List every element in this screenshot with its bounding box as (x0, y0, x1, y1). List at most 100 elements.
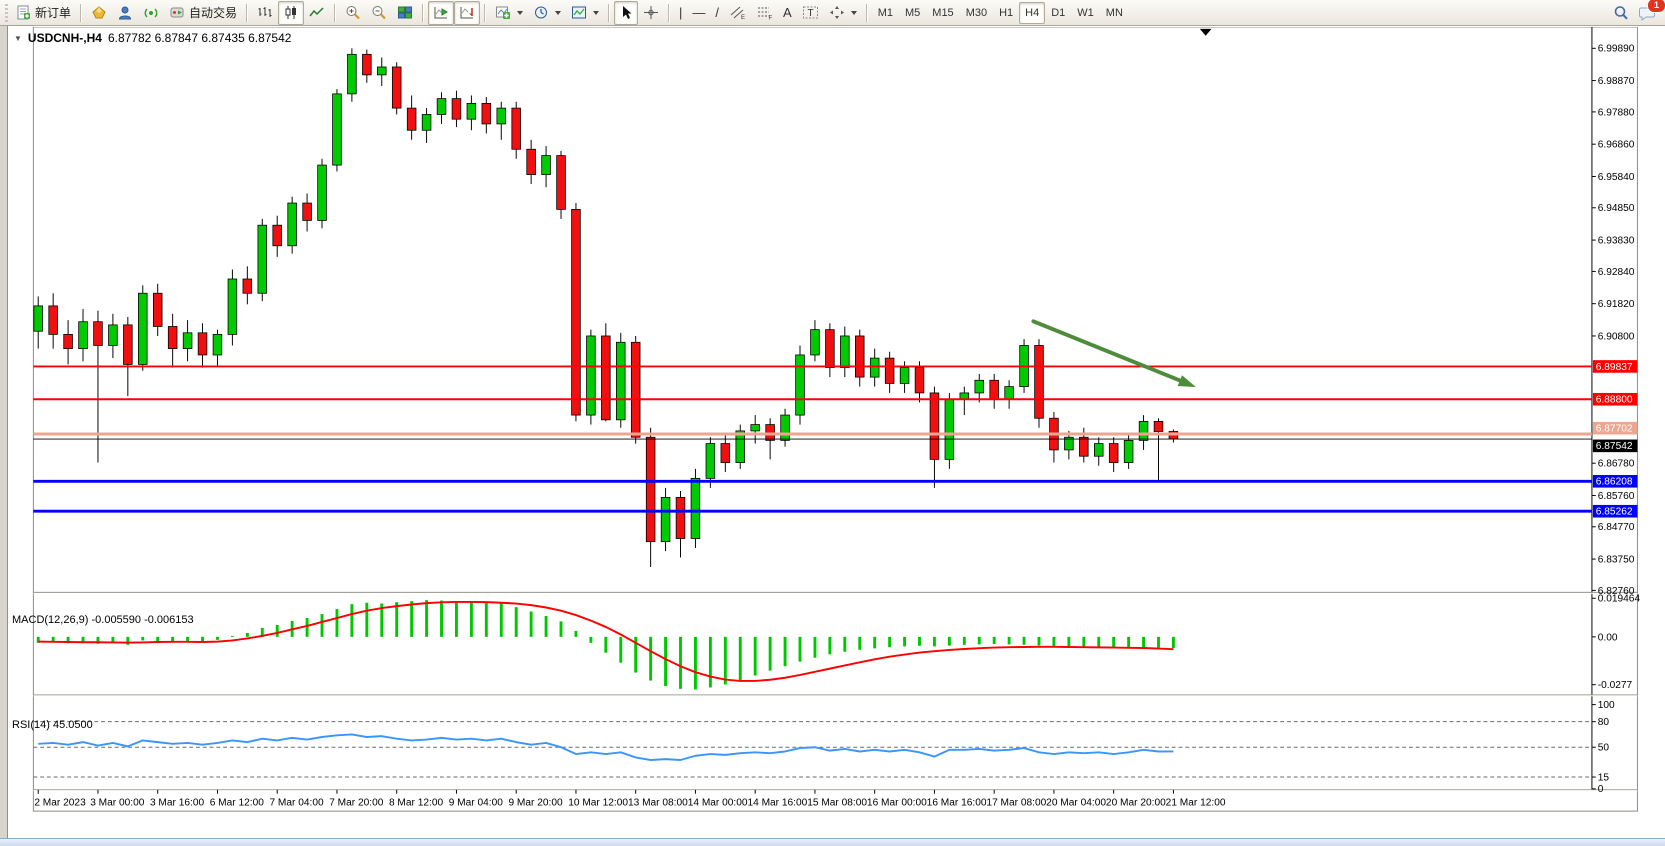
rsi-tick-label: 80 (1598, 717, 1610, 728)
top-toolbar: 新订单 自动交易 (0, 0, 1665, 26)
new-order-label: 新订单 (35, 6, 72, 20)
trendline-button[interactable]: / (710, 1, 724, 25)
arrows-button[interactable] (824, 1, 862, 25)
auto-trading-button[interactable]: 自动交易 (164, 1, 242, 25)
text-label-button[interactable]: T (797, 1, 824, 25)
collapse-triangle-icon[interactable]: ▼ (14, 33, 22, 43)
profile-button[interactable] (112, 1, 138, 25)
candle-down (720, 443, 731, 463)
chart-shift-marker[interactable] (1199, 28, 1212, 36)
vertical-line-icon: | (679, 5, 683, 20)
chart-shift-icon (460, 7, 474, 19)
candle-down (197, 332, 208, 356)
price-tag (1592, 474, 1638, 488)
chart-window-frame (32, 27, 1638, 812)
candle-up (840, 335, 850, 368)
price-tick-label: 6.85760 (1598, 491, 1635, 502)
candle-up (586, 335, 596, 416)
window-left-border (0, 26, 8, 838)
search-button[interactable] (1608, 1, 1634, 25)
trend-arrow-line[interactable] (1031, 319, 1182, 383)
candle-down (914, 367, 925, 394)
timeframe-m5-button[interactable]: M5 (905, 6, 921, 19)
price-tick-label: 6.99890 (1598, 44, 1635, 55)
candle-down (929, 392, 940, 460)
timeframe-m15-button[interactable]: M15 (932, 6, 954, 19)
timeframe-m30-button[interactable]: M30 (965, 6, 988, 19)
candle-up (78, 321, 88, 350)
rsi-indicator-label-row: RSI(14) 45.0500 (12, 719, 93, 731)
price-tick-label: 6.83750 (1598, 554, 1635, 565)
time-label: 3 Mar 16:00 (150, 797, 205, 808)
time-label: 20 Mar 20:00 (1106, 797, 1166, 808)
bar-chart-button[interactable] (252, 1, 278, 25)
timeframe-m1-button[interactable]: M1 (877, 6, 893, 19)
candle-down (884, 357, 895, 384)
candle-down (451, 98, 462, 120)
time-label: 9 Mar 04:00 (449, 797, 504, 808)
candle-up (466, 102, 477, 120)
price-tag (1592, 504, 1638, 518)
toolbar-separator (334, 3, 336, 22)
time-label: 7 Mar 20:00 (329, 797, 384, 808)
signal-button[interactable] (138, 1, 164, 25)
candle-up (1004, 386, 1014, 400)
candle-down (406, 107, 417, 131)
price-tick-label: 6.91820 (1598, 299, 1635, 310)
tile-windows-button[interactable] (392, 1, 418, 25)
fibonacci-icon: F (758, 7, 773, 20)
indicators-button[interactable] (490, 1, 528, 25)
text-button[interactable]: A (778, 1, 797, 25)
notification-badge: 1 (1647, 0, 1665, 13)
candle-down (48, 305, 58, 335)
macd-tick-label: 0.00 (1598, 632, 1618, 643)
notifications-button[interactable]: 1 (1634, 0, 1665, 25)
macd-tick-label: -0.0277 (1598, 680, 1633, 691)
cursor-button[interactable] (614, 0, 639, 25)
chart-canvas[interactable]: 6.89837 6.88800 6.87702 6.87542 6.86208 6.852… (0, 27, 1665, 845)
timeframe-d1-button[interactable]: D1 (1051, 6, 1066, 19)
vertical-line-button[interactable]: | (674, 1, 687, 25)
candle-down (1079, 436, 1089, 457)
price-tag (1592, 421, 1638, 435)
toolbar-separator (80, 3, 82, 22)
time-label: 9 Mar 20:00 (508, 797, 563, 808)
timeframe-h1-button[interactable]: H1 (999, 6, 1014, 19)
auto-scroll-button[interactable] (428, 0, 455, 25)
timeframe-h4-button[interactable]: H4 (1019, 1, 1046, 24)
templates-button[interactable] (566, 1, 604, 25)
candle-up (780, 414, 790, 441)
candle-up (1138, 421, 1149, 441)
candle-down (571, 208, 581, 416)
candle-up (212, 333, 223, 356)
line-chart-button[interactable] (304, 1, 330, 25)
candle-down (242, 278, 253, 294)
zoom-in-button[interactable] (340, 1, 366, 25)
candle-up (377, 66, 387, 76)
candle-down (825, 329, 835, 368)
toolbar-separator (608, 3, 610, 22)
candle-up (974, 379, 984, 394)
gold-button[interactable] (86, 1, 112, 25)
price-tick-label: 6.98870 (1598, 76, 1635, 87)
equidistant-channel-button[interactable]: E (724, 1, 751, 25)
chart-ohlc-values: 6.87782 6.87847 6.87435 6.87542 (107, 31, 292, 45)
horizontal-line-button[interactable]: — (687, 1, 710, 25)
chart-shift-button[interactable] (454, 0, 481, 25)
rsi-tick-label: 50 (1598, 743, 1610, 754)
crosshair-button[interactable] (638, 1, 664, 25)
new-order-button[interactable]: 新订单 (11, 1, 76, 25)
toolbar-grip[interactable] (5, 3, 8, 22)
timeframe-w1-button[interactable]: W1 (1077, 6, 1094, 19)
chart-header: ▼ USDCNH-,H4 6.87782 6.87847 6.87435 6.8… (14, 31, 291, 45)
search-icon (1614, 5, 1628, 19)
candle-up (660, 496, 671, 543)
trend-arrow-head[interactable] (1177, 375, 1197, 388)
fibonacci-button[interactable]: F (751, 1, 778, 25)
timeframe-mn-button[interactable]: MN (1105, 6, 1123, 19)
time-label: 15 Mar 08:00 (807, 797, 867, 808)
price-tick-label: 6.92840 (1598, 267, 1635, 278)
candlestick-chart-button[interactable] (278, 0, 305, 25)
periods-button[interactable] (528, 1, 566, 25)
zoom-out-button[interactable] (366, 1, 392, 25)
